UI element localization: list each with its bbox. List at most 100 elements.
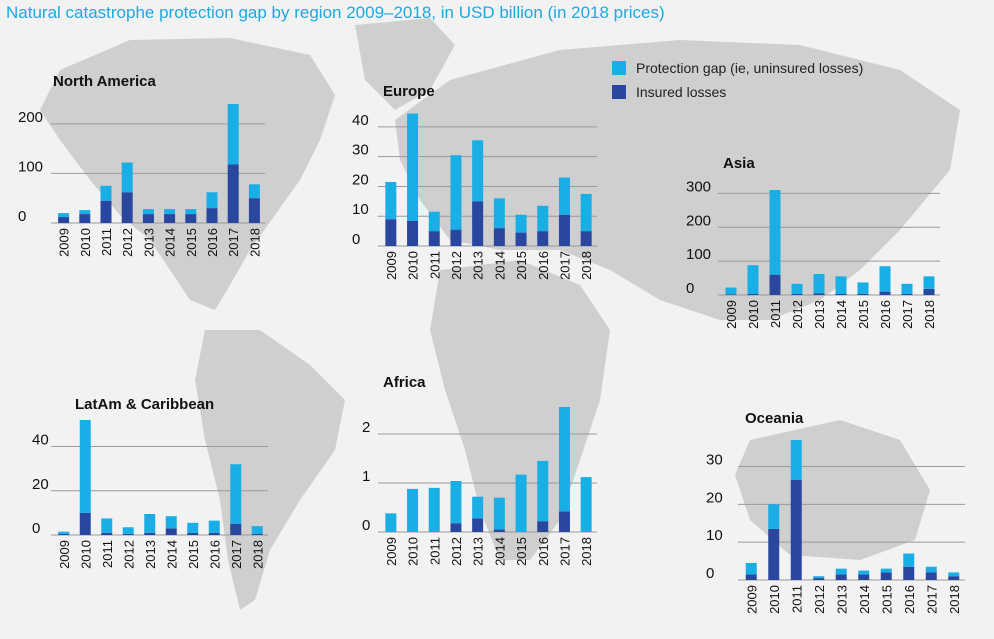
y-tick-label-europe-0: 0 (352, 231, 360, 248)
x-tick-label-europe-2015: 2015 (514, 251, 529, 280)
bar-gap-latam-caribbean-2012 (122, 527, 134, 534)
x-tick-label-europe-2018: 2018 (579, 251, 594, 280)
bar-gap-oceania-2015 (880, 568, 892, 573)
chart-oceania: Oceania 0 10 20 30 2009 2010 2011 2012 2013 2014 20… (706, 410, 965, 614)
bar-insured-africa-2012 (450, 523, 462, 532)
legend: Protection gap (ie, uninsured losses) In… (612, 56, 863, 104)
legend-swatch-insured-losses (612, 85, 626, 99)
bar-gap-europe-2013 (472, 140, 484, 202)
bar-gap-latam-caribbean-2017 (230, 464, 242, 524)
bar-insured-africa-2014 (493, 529, 505, 532)
south-america-landmass (195, 330, 345, 610)
x-tick-label-europe-2013: 2013 (471, 251, 486, 280)
bar-insured-europe-2013 (472, 201, 484, 246)
x-tick-label-africa-2014: 2014 (492, 537, 507, 566)
bar-gap-north-america-2011 (100, 185, 112, 201)
bar-gap-africa-2009 (385, 513, 397, 532)
bar-gap-oceania-2018 (948, 572, 960, 577)
bar-gap-africa-2017 (558, 407, 570, 512)
x-tick-label-north-america-2009: 2009 (57, 228, 72, 257)
x-tick-label-oceania-2011: 2011 (789, 585, 804, 613)
bar-gap-oceania-2009 (745, 562, 757, 575)
x-tick-label-asia-2015: 2015 (856, 300, 871, 329)
x-tick-label-north-america-2013: 2013 (141, 228, 156, 257)
x-tick-label-africa-2015: 2015 (514, 537, 529, 566)
bar-insured-oceania-2012 (813, 578, 825, 580)
bar-gap-asia-2016 (879, 266, 891, 292)
bar-gap-latam-caribbean-2015 (187, 522, 199, 533)
bar-gap-asia-2017 (901, 283, 913, 294)
bar-insured-asia-2012 (791, 293, 803, 295)
y-tick-label-africa-1: 1 (362, 468, 370, 485)
bar-insured-europe-2010 (407, 220, 419, 246)
x-tick-label-oceania-2009: 2009 (744, 585, 759, 614)
x-tick-label-oceania-2016: 2016 (902, 585, 917, 614)
bar-gap-asia-2013 (813, 274, 825, 294)
x-tick-label-north-america-2012: 2012 (120, 228, 135, 257)
chart-title-asia: Asia (723, 155, 755, 172)
chart-latam-caribbean: LatAm & Caribbean 0 20 40 2009 2010 2011 2012 20… (32, 396, 268, 569)
bar-insured-latam-caribbean-2017 (230, 523, 242, 535)
x-tick-label-latam-caribbean-2018: 2018 (250, 540, 265, 569)
chart-title-africa: Africa (383, 374, 426, 391)
bar-insured-latam-caribbean-2013 (144, 532, 156, 535)
bar-gap-asia-2012 (791, 283, 803, 294)
legend-swatch-protection-gap (612, 61, 626, 75)
x-tick-label-asia-2018: 2018 (922, 300, 937, 329)
bar-insured-oceania-2011 (790, 479, 802, 580)
bar-gap-africa-2013 (472, 496, 484, 519)
bar-insured-europe-2017 (558, 214, 570, 246)
bar-insured-europe-2015 (515, 232, 527, 246)
x-tick-label-asia-2009: 2009 (724, 300, 739, 329)
figure-title: Natural catastrophe protection gap by re… (6, 3, 665, 22)
x-tick-label-north-america-2018: 2018 (247, 228, 262, 257)
bar-gap-latam-caribbean-2010 (79, 420, 91, 513)
bar-gap-latam-caribbean-2018 (251, 526, 263, 534)
chart-title-oceania: Oceania (745, 410, 804, 427)
x-tick-label-africa-2012: 2012 (449, 537, 464, 566)
legend-label-insured-losses: Insured losses (636, 84, 727, 100)
x-tick-label-europe-2014: 2014 (492, 251, 507, 280)
bar-insured-africa-2013 (472, 518, 484, 532)
bar-gap-north-america-2018 (248, 184, 260, 199)
bar-insured-oceania-2013 (835, 574, 847, 580)
x-tick-label-europe-2017: 2017 (557, 251, 572, 280)
x-tick-label-europe-2010: 2010 (406, 251, 421, 280)
bar-gap-north-america-2016 (206, 192, 218, 209)
bar-gap-asia-2009 (725, 287, 737, 295)
x-tick-label-asia-2013: 2013 (812, 300, 827, 329)
bar-gap-europe-2015 (515, 214, 527, 233)
bar-gap-africa-2010 (407, 488, 419, 532)
bar-insured-asia-2009 (725, 294, 737, 295)
bar-gap-latam-caribbean-2009 (58, 531, 70, 534)
bar-gap-asia-2015 (857, 282, 869, 294)
bar-insured-latam-caribbean-2010 (79, 512, 91, 535)
bar-insured-latam-caribbean-2015 (187, 532, 199, 535)
y-tick-label-europe-20: 20 (352, 171, 369, 188)
bar-gap-africa-2012 (450, 481, 462, 524)
x-tick-label-latam-caribbean-2010: 2010 (78, 540, 93, 569)
bar-insured-latam-caribbean-2012 (122, 533, 134, 535)
x-tick-label-africa-2016: 2016 (536, 537, 551, 566)
chart-asia: Asia 0 100 200 300 2009 2010 2011 2012 2013 2014 20… (686, 155, 940, 329)
bar-gap-europe-2016 (537, 205, 549, 232)
x-tick-label-asia-2017: 2017 (900, 300, 915, 329)
bar-gap-asia-2010 (747, 265, 759, 294)
bar-gap-africa-2011 (428, 487, 440, 532)
bar-insured-oceania-2010 (768, 528, 780, 580)
bar-gap-europe-2017 (558, 177, 570, 215)
bar-insured-oceania-2017 (925, 572, 937, 580)
bar-gap-europe-2014 (493, 198, 505, 229)
y-tick-label-oceania-10: 10 (706, 527, 723, 544)
bar-insured-asia-2014 (835, 293, 847, 295)
bar-gap-africa-2015 (515, 474, 527, 532)
bar-gap-europe-2011 (428, 211, 440, 232)
bar-insured-asia-2017 (901, 293, 913, 295)
bar-insured-asia-2018 (923, 288, 935, 295)
north-america-landmass (40, 38, 335, 310)
bar-gap-europe-2018 (580, 193, 592, 232)
x-tick-label-latam-caribbean-2014: 2014 (164, 540, 179, 569)
y-tick-label-oceania-20: 20 (706, 489, 723, 506)
legend-item-protection-gap: Protection gap (ie, uninsured losses) (612, 56, 863, 80)
